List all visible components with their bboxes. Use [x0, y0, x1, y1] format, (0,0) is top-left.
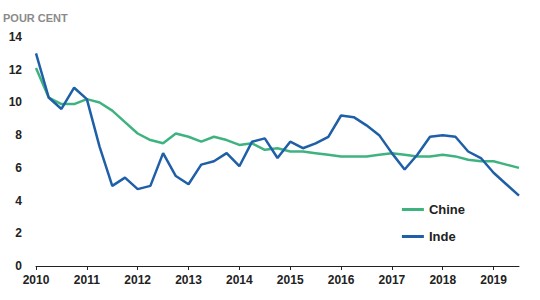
svg-text:POUR CENT: POUR CENT: [3, 12, 68, 24]
svg-text:2: 2: [15, 226, 22, 240]
svg-text:2014: 2014: [226, 273, 253, 287]
svg-text:2018: 2018: [429, 273, 456, 287]
svg-text:12: 12: [9, 63, 23, 77]
svg-text:10: 10: [9, 95, 23, 109]
svg-text:2010: 2010: [23, 273, 50, 287]
svg-text:2019: 2019: [480, 273, 507, 287]
svg-text:4: 4: [15, 194, 22, 208]
svg-text:2012: 2012: [124, 273, 151, 287]
svg-text:14: 14: [9, 30, 23, 44]
svg-text:8: 8: [15, 128, 22, 142]
svg-text:2013: 2013: [175, 273, 202, 287]
svg-text:6: 6: [15, 161, 22, 175]
svg-text:2015: 2015: [277, 273, 304, 287]
svg-text:Chine: Chine: [429, 202, 465, 217]
svg-text:0: 0: [15, 259, 22, 273]
svg-text:Inde: Inde: [429, 229, 456, 244]
svg-text:2016: 2016: [328, 273, 355, 287]
svg-text:2017: 2017: [379, 273, 406, 287]
svg-text:2011: 2011: [74, 273, 100, 287]
